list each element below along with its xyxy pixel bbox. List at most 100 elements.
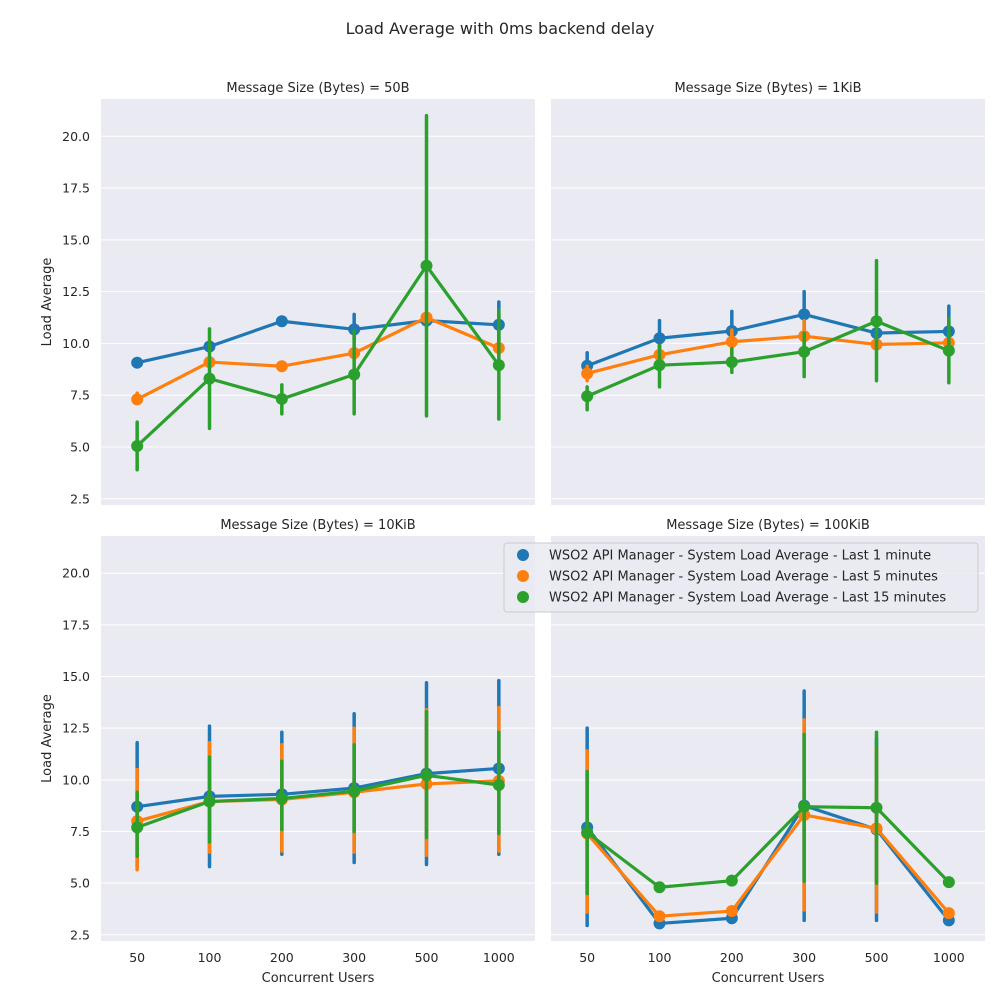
data-point	[420, 769, 433, 782]
series-line	[586, 334, 949, 376]
panel-2: Message Size (Bytes) = 1KiB	[551, 81, 985, 505]
panel-1: 2.5 5.0 7.5 10.0 12.5 15.0 17.5 20.0 Load Averag…	[40, 81, 535, 506]
legend-entry: WSO2 API Manager - System Load Average -…	[549, 570, 938, 585]
y-tick-label: 12.5	[62, 284, 90, 299]
data-point	[131, 821, 144, 834]
x-tick-label: 1000	[933, 950, 965, 965]
data-point	[725, 905, 738, 918]
panels: 2.5 5.0 7.5 10.0 12.5 15.0 17.5 20.0 Load Averag…	[40, 81, 985, 986]
legend-box	[503, 542, 979, 613]
data-point	[131, 439, 144, 452]
legend-marker	[517, 549, 529, 561]
x-tick-label: 100	[648, 950, 672, 965]
series-line	[586, 312, 949, 368]
series-line	[585, 813, 951, 918]
y-tick-label: 20.0	[62, 129, 90, 144]
data-point	[653, 881, 666, 894]
y-tick-label: 7.5	[70, 388, 90, 403]
y-tick-label: 15.0	[62, 669, 90, 684]
data-point	[131, 356, 144, 369]
data-point	[725, 335, 738, 348]
y-tick-label: 5.0	[70, 876, 90, 891]
data-point	[492, 778, 505, 791]
data-point	[581, 367, 594, 380]
data-point	[275, 360, 288, 373]
data-point	[348, 785, 361, 798]
legend-marker	[517, 591, 529, 603]
legend: WSO2 API Manager - System Load Average -…	[503, 542, 979, 613]
series-line	[136, 766, 499, 809]
panel-background	[101, 99, 535, 505]
series-line	[136, 264, 501, 448]
x-tick-label: 300	[792, 950, 816, 965]
data-point	[725, 874, 738, 887]
panel-background	[101, 536, 535, 941]
data-point	[203, 795, 216, 808]
data-point	[725, 356, 738, 369]
y-tick-label: 10.0	[62, 772, 90, 787]
series-s15	[131, 709, 505, 859]
y-axis-label: Load Average	[40, 258, 55, 347]
data-point	[131, 393, 144, 406]
y-axis-label: Load Average	[40, 694, 55, 783]
data-point	[870, 315, 883, 328]
series-s15	[581, 730, 955, 896]
x-axis-label: Concurrent Users	[262, 971, 375, 986]
x-tick-label: 100	[198, 950, 222, 965]
data-point	[942, 344, 955, 357]
series-line	[136, 773, 500, 829]
series-line	[586, 805, 950, 889]
data-point	[275, 392, 288, 405]
y-tick-label: 5.0	[70, 440, 90, 455]
x-tick-label: 50	[129, 950, 145, 965]
data-point	[420, 259, 433, 272]
y-tick-label: 10.0	[62, 336, 90, 351]
data-point	[492, 359, 505, 372]
x-tick-label: 200	[720, 950, 744, 965]
y-tick-label: 2.5	[70, 927, 90, 942]
panel-title: Message Size (Bytes) = 100KiB	[666, 518, 870, 533]
data-point	[798, 345, 811, 358]
data-point	[870, 801, 883, 814]
legend-entry: WSO2 API Manager - System Load Average -…	[549, 549, 931, 564]
panel-title: Message Size (Bytes) = 50B	[226, 81, 409, 96]
y-tick-label: 7.5	[70, 824, 90, 839]
series-s15	[131, 113, 505, 472]
legend-entry: WSO2 API Manager - System Load Average -…	[549, 591, 946, 606]
x-tick-label: 1000	[483, 950, 515, 965]
panel-title: Message Size (Bytes) = 10KiB	[220, 518, 415, 533]
x-tick-label: 50	[579, 950, 595, 965]
y-tick-label: 2.5	[70, 491, 90, 506]
data-point	[653, 359, 666, 372]
data-point	[798, 308, 811, 321]
data-point	[203, 372, 216, 385]
panel-background	[551, 99, 985, 505]
x-tick-label: 500	[415, 950, 439, 965]
figure-title: Load Average with 0ms backend delay	[346, 19, 655, 38]
panel-title: Message Size (Bytes) = 1KiB	[674, 81, 861, 96]
series-line	[136, 315, 500, 401]
panel-3: 2.5 5.0 7.5 10.0 12.5 15.0 17.5 20.0 50 100 200 300…	[40, 518, 535, 986]
series-s15	[581, 258, 955, 412]
data-point	[348, 368, 361, 381]
data-point	[275, 315, 288, 328]
data-point	[942, 907, 955, 920]
y-tick-label: 17.5	[62, 617, 90, 632]
legend-marker	[517, 570, 529, 582]
y-tick-label: 17.5	[62, 181, 90, 196]
x-tick-label: 200	[270, 950, 294, 965]
x-tick-label: 500	[865, 950, 889, 965]
data-point	[942, 876, 955, 889]
x-tick-label: 300	[342, 950, 366, 965]
x-axis-label: Concurrent Users	[712, 971, 825, 986]
series-line	[586, 319, 950, 398]
data-point	[581, 390, 594, 403]
y-tick-label: 20.0	[62, 566, 90, 581]
data-point	[798, 800, 811, 813]
data-point	[653, 332, 666, 345]
data-point	[653, 910, 666, 923]
y-tick-label: 15.0	[62, 232, 90, 247]
data-point	[581, 826, 594, 839]
data-point	[275, 792, 288, 805]
